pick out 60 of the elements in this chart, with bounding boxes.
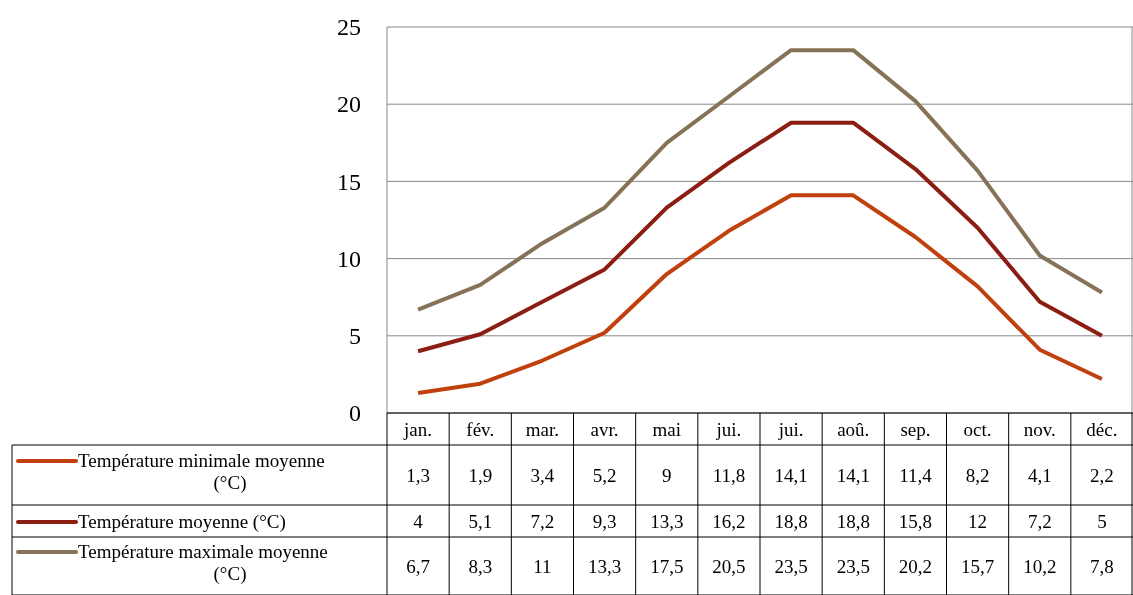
- x-tick-label: avr.: [590, 419, 619, 440]
- data-label: 20,2: [898, 556, 933, 577]
- legend-label: Température moyenne (°C): [78, 511, 286, 533]
- data-label: 7,2: [530, 511, 555, 532]
- y-tick-label: 0: [349, 400, 361, 427]
- data-label: 14,1: [836, 465, 870, 486]
- x-tick-label: déc.: [1086, 419, 1118, 440]
- x-tick-label: aoû.: [837, 419, 870, 440]
- x-tick-label: mai: [652, 419, 681, 440]
- legend-label: Température maximale moyenne (°C): [78, 541, 328, 585]
- y-tick-label: 5: [349, 322, 361, 349]
- x-tick-label: oct.: [963, 419, 992, 440]
- y-tick-label: 10: [337, 245, 361, 272]
- data-label: 12: [968, 511, 988, 532]
- data-label: 16,2: [712, 511, 746, 532]
- data-label: 18,8: [774, 511, 808, 532]
- data-label: 7,8: [1090, 556, 1114, 577]
- y-tick-label: 20: [337, 91, 361, 118]
- x-tick-label: jan.: [403, 419, 433, 440]
- x-tick-label: jui.: [715, 419, 742, 440]
- data-label: 6,7: [406, 556, 430, 577]
- data-label: 5,2: [592, 465, 617, 486]
- data-label: 11,8: [712, 465, 746, 486]
- line-series: [416, 193, 1104, 395]
- data-label: 8,3: [468, 556, 493, 577]
- data-label: 8,2: [965, 465, 990, 486]
- data-label: 18,8: [836, 511, 870, 532]
- y-tick-label: 25: [337, 14, 361, 41]
- legend-label: Température minimale moyenne (°C): [78, 450, 325, 494]
- data-label: 7,2: [1027, 511, 1052, 532]
- x-tick-label: jui.: [777, 419, 804, 440]
- data-label: 11: [533, 556, 552, 577]
- data-label: 4: [413, 511, 424, 532]
- data-label: 9: [662, 465, 672, 486]
- x-tick-label: mar.: [525, 419, 560, 440]
- data-label: 17,5: [650, 556, 684, 577]
- x-tick-label: nov.: [1023, 419, 1056, 440]
- data-label: 23,5: [774, 556, 808, 577]
- data-label: 10,2: [1023, 556, 1057, 577]
- data-label: 15,8: [898, 511, 933, 532]
- data-label: 20,5: [712, 556, 746, 577]
- data-label: 14,1: [774, 465, 808, 486]
- data-label: 15,7: [960, 556, 995, 577]
- data-label: 5: [1097, 511, 1107, 532]
- x-tick-label: fév.: [466, 419, 495, 440]
- line-series: [416, 48, 1104, 312]
- data-label: 13,3: [587, 556, 622, 577]
- line-series: [416, 120, 1104, 354]
- data-label: 23,5: [836, 556, 870, 577]
- data-label: 1,3: [406, 465, 430, 486]
- data-label: 13,3: [650, 511, 684, 532]
- y-tick-label: 15: [337, 168, 361, 195]
- data-label: 9,3: [592, 511, 617, 532]
- data-label: 4,1: [1027, 465, 1052, 486]
- data-label: 3,4: [530, 465, 555, 486]
- data-label: 11,4: [899, 465, 933, 486]
- data-label: 2,2: [1090, 465, 1114, 486]
- data-label: 1,9: [468, 465, 493, 486]
- data-label: 5,1: [468, 511, 493, 532]
- x-tick-label: sep.: [900, 419, 931, 440]
